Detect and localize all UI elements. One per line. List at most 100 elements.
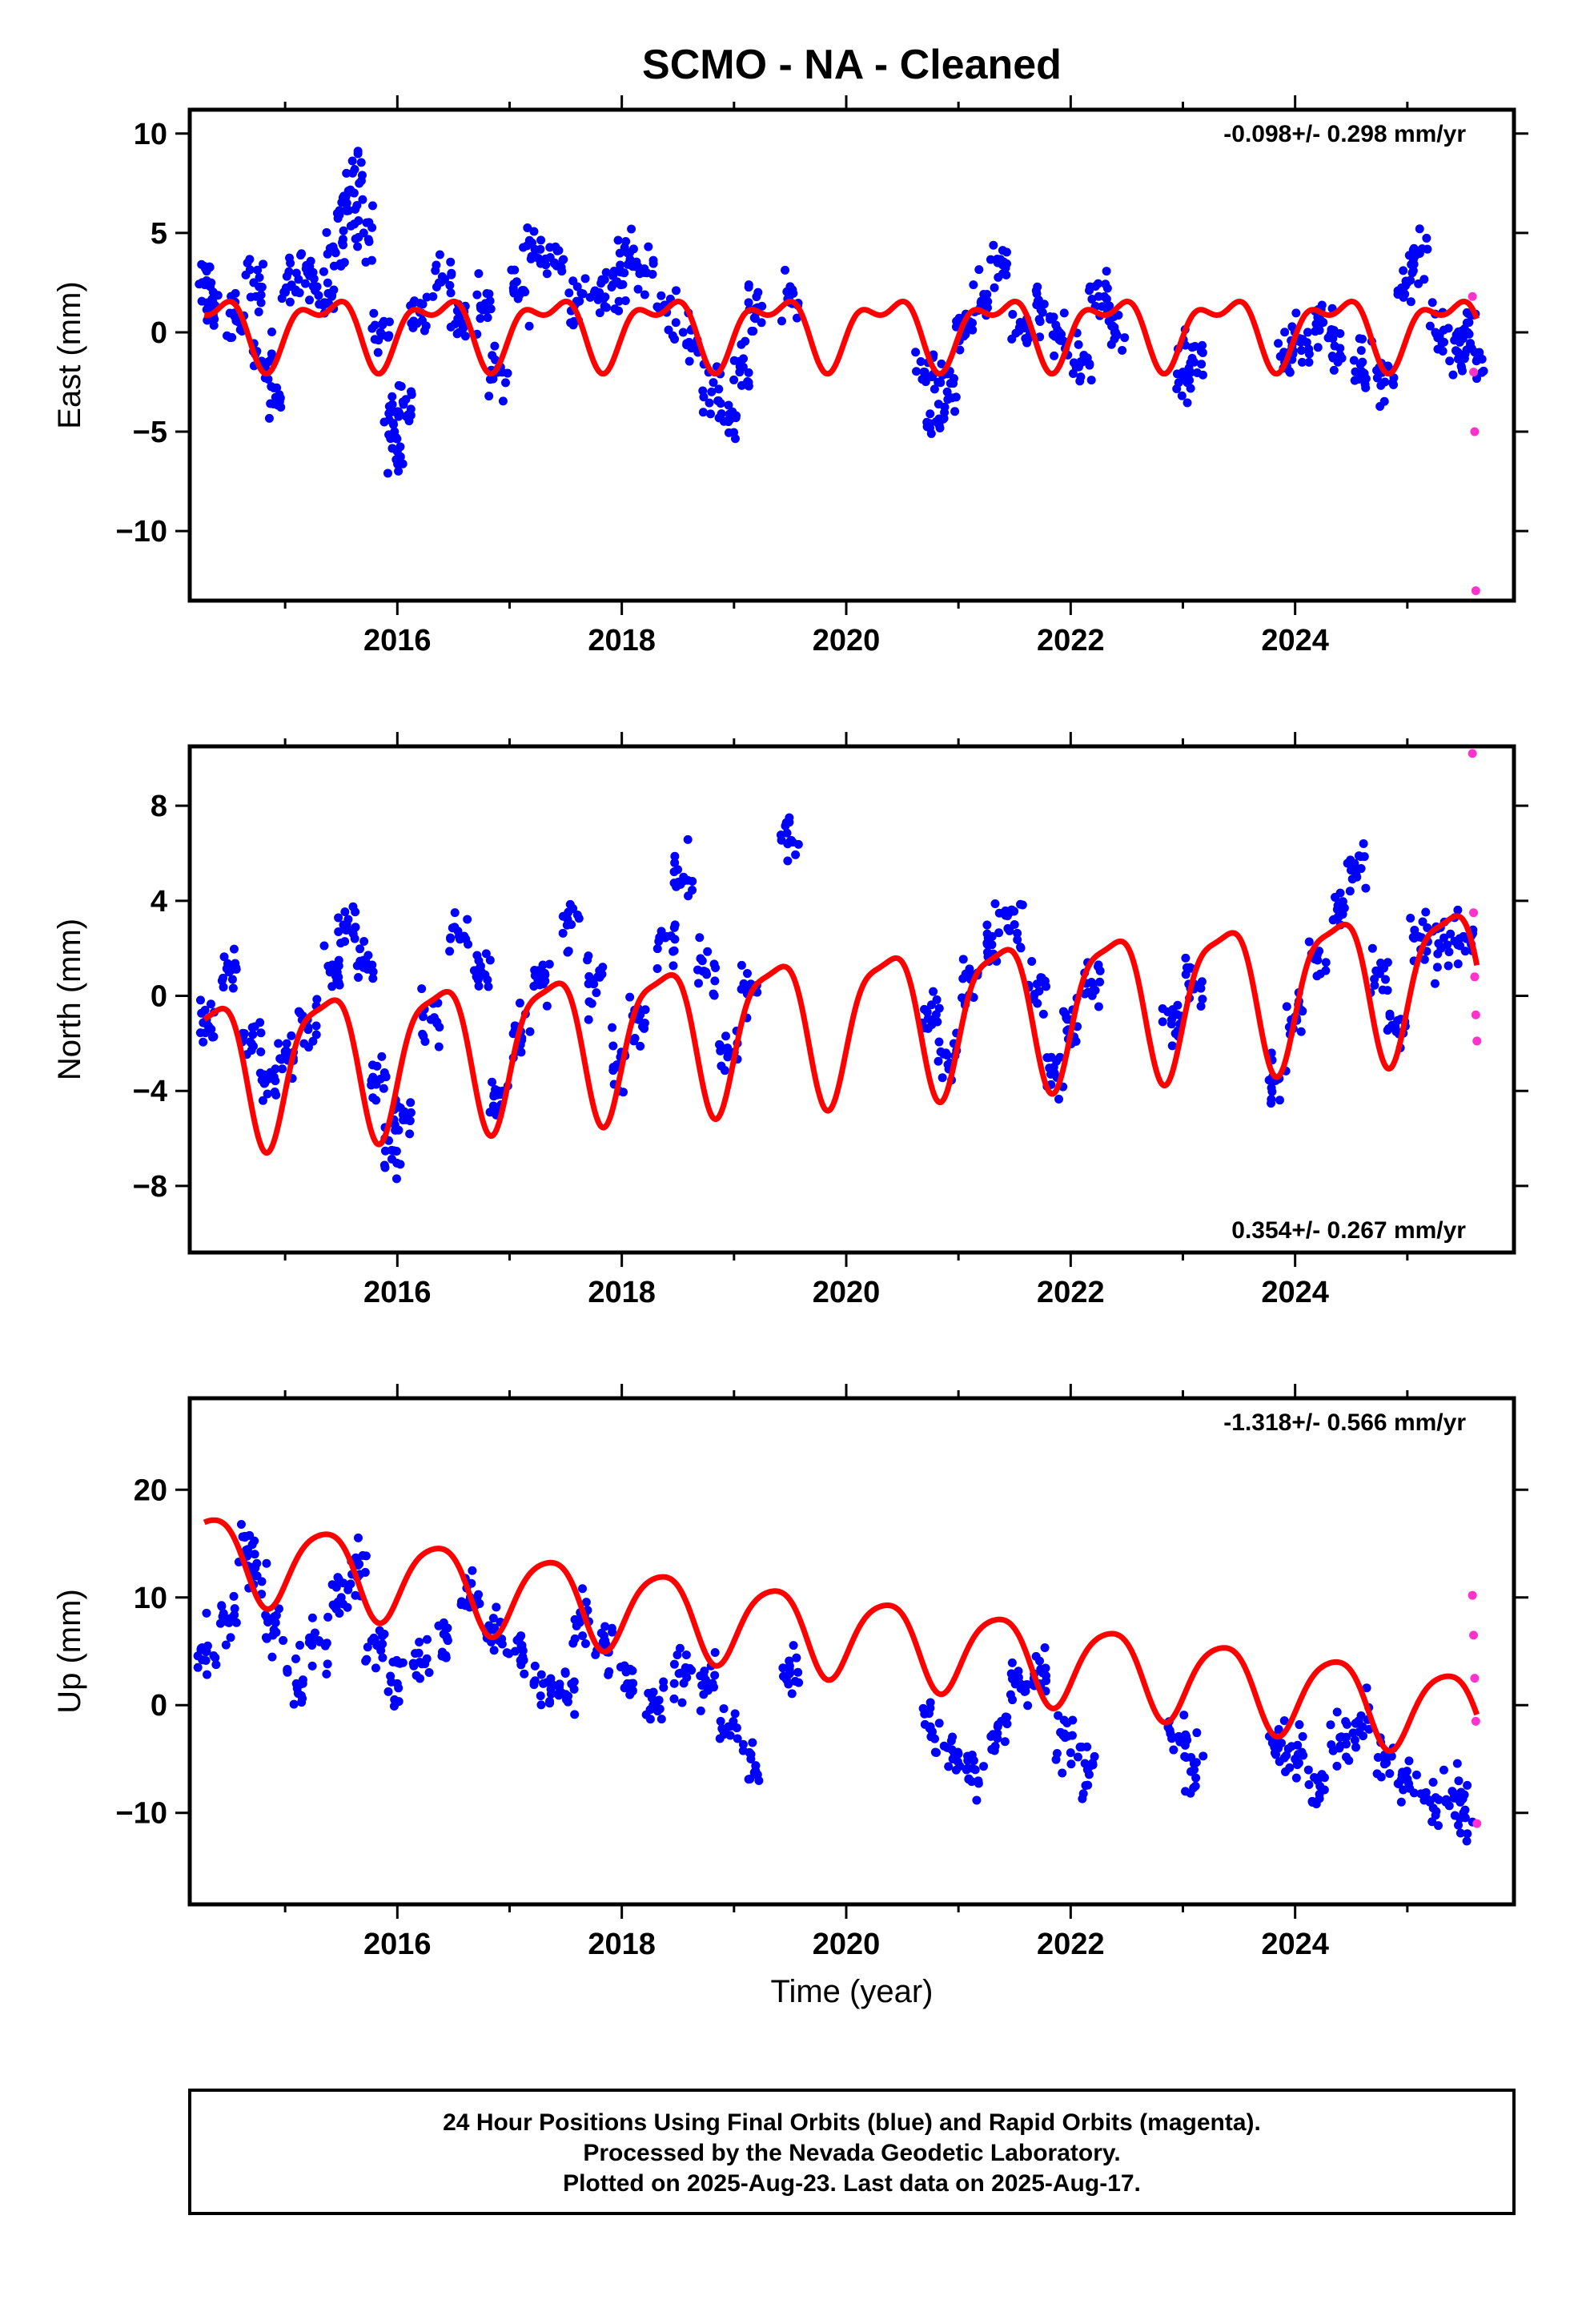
east-final-point bbox=[922, 422, 932, 432]
up-final-point bbox=[1463, 1780, 1472, 1790]
east-y-tick-label: 5 bbox=[151, 217, 167, 251]
east-final-point bbox=[1472, 355, 1482, 364]
east-final-point bbox=[616, 260, 625, 270]
up-final-point bbox=[236, 1519, 246, 1529]
east-final-point bbox=[1451, 346, 1460, 356]
up-final-point bbox=[1411, 1770, 1421, 1779]
up-final-point bbox=[778, 1663, 788, 1673]
north-final-point bbox=[350, 934, 359, 943]
up-final-point bbox=[516, 1660, 526, 1670]
up-final-point bbox=[261, 1610, 271, 1620]
north-final-point bbox=[219, 983, 228, 992]
east-final-point bbox=[536, 235, 546, 245]
east-final-point bbox=[347, 168, 357, 178]
up-final-point bbox=[488, 1614, 498, 1623]
north-final-point bbox=[1013, 935, 1022, 944]
up-final-point bbox=[1066, 1759, 1076, 1769]
north-final-point bbox=[737, 984, 746, 994]
north-final-point bbox=[1379, 963, 1388, 973]
up-final-point bbox=[1332, 1707, 1342, 1717]
east-final-point bbox=[347, 156, 357, 166]
north-final-point bbox=[195, 995, 205, 1005]
east-final-point bbox=[1186, 368, 1195, 377]
east-final-point bbox=[1280, 328, 1290, 337]
north-final-point bbox=[1371, 966, 1381, 975]
east-rapid-point bbox=[1469, 368, 1479, 377]
east-final-point bbox=[1313, 343, 1323, 352]
up-final-point bbox=[422, 1654, 432, 1663]
north-final-point bbox=[480, 970, 490, 979]
north-final-point bbox=[1181, 953, 1191, 963]
north-final-point bbox=[1158, 1003, 1167, 1013]
east-final-point bbox=[1182, 398, 1192, 408]
up-final-point bbox=[738, 1739, 748, 1749]
east-final-point bbox=[578, 289, 588, 299]
up-final-point bbox=[719, 1704, 729, 1714]
east-y-axis: 10 5 0 −5 −10 bbox=[116, 118, 1528, 549]
north-final-point bbox=[608, 1041, 618, 1051]
north-final-point bbox=[990, 899, 1000, 909]
up-final-point bbox=[261, 1633, 271, 1642]
north-final-point bbox=[380, 1146, 390, 1156]
footer-line-2: Processed by the Nevada Geodetic Laborat… bbox=[583, 2140, 1120, 2166]
north-final-point bbox=[1356, 864, 1366, 874]
up-final-point bbox=[1058, 1768, 1067, 1778]
north-final-point bbox=[271, 1090, 281, 1100]
north-final-point bbox=[670, 920, 680, 930]
east-rapid-points bbox=[1468, 292, 1480, 596]
north-final-point bbox=[228, 962, 238, 971]
east-final-point bbox=[599, 293, 608, 303]
north-rate-label: 0.354+/- 0.267 mm/yr bbox=[1231, 1217, 1466, 1244]
east-final-point bbox=[1462, 318, 1472, 328]
up-final-point bbox=[1439, 1765, 1448, 1775]
east-final-point bbox=[1458, 366, 1468, 376]
north-final-point bbox=[565, 899, 575, 909]
up-final-point bbox=[1186, 1767, 1196, 1776]
north-final-point bbox=[1361, 883, 1371, 893]
east-final-point bbox=[1361, 374, 1371, 384]
east-final-point bbox=[275, 390, 284, 400]
up-final-point bbox=[437, 1651, 447, 1661]
east-final-point bbox=[328, 242, 338, 251]
north-y-axis-label: North (mm) bbox=[52, 919, 87, 1080]
up-final-point bbox=[414, 1648, 424, 1658]
east-final-point bbox=[388, 419, 398, 428]
east-final-point bbox=[713, 396, 723, 405]
north-final-point bbox=[1421, 907, 1431, 917]
east-final-point bbox=[396, 381, 406, 391]
north-final-point bbox=[640, 1005, 650, 1015]
east-final-point bbox=[1075, 376, 1085, 386]
up-final-point bbox=[224, 1618, 234, 1627]
up-final-point bbox=[951, 1765, 961, 1775]
east-final-point bbox=[1389, 380, 1399, 389]
up-rapid-points bbox=[1468, 1590, 1482, 1828]
east-final-point bbox=[792, 313, 801, 323]
up-final-point bbox=[1303, 1765, 1313, 1775]
up-final-point bbox=[572, 1615, 581, 1625]
up-final-point bbox=[363, 1642, 372, 1652]
east-final-point bbox=[350, 219, 359, 229]
up-final-point bbox=[744, 1775, 753, 1784]
up-final-point bbox=[725, 1731, 735, 1740]
north-final-point bbox=[1333, 901, 1343, 911]
north-panel: 2016 2018 2020 2022 2024 840−4−8 North (mm) … bbox=[52, 732, 1528, 1309]
x-axis-label: Time (year) bbox=[771, 1974, 934, 2009]
north-final-point bbox=[958, 974, 968, 983]
up-rapid-point bbox=[1468, 1590, 1477, 1600]
north-final-point bbox=[595, 966, 604, 975]
east-final-point bbox=[201, 263, 211, 273]
east-final-point bbox=[445, 280, 455, 290]
east-final-point bbox=[1302, 338, 1311, 348]
north-rapid-points bbox=[1468, 749, 1482, 1046]
up-final-point bbox=[607, 1623, 616, 1633]
east-final-point bbox=[968, 318, 978, 328]
north-final-point bbox=[1443, 940, 1452, 950]
north-final-point bbox=[391, 1174, 401, 1184]
east-final-point bbox=[254, 307, 263, 316]
up-final-point bbox=[1348, 1728, 1358, 1738]
east-final-point bbox=[367, 324, 377, 333]
up-final-point bbox=[1298, 1731, 1307, 1741]
east-final-point bbox=[1425, 321, 1435, 331]
up-final-point bbox=[250, 1550, 259, 1559]
north-final-point bbox=[1443, 961, 1453, 971]
